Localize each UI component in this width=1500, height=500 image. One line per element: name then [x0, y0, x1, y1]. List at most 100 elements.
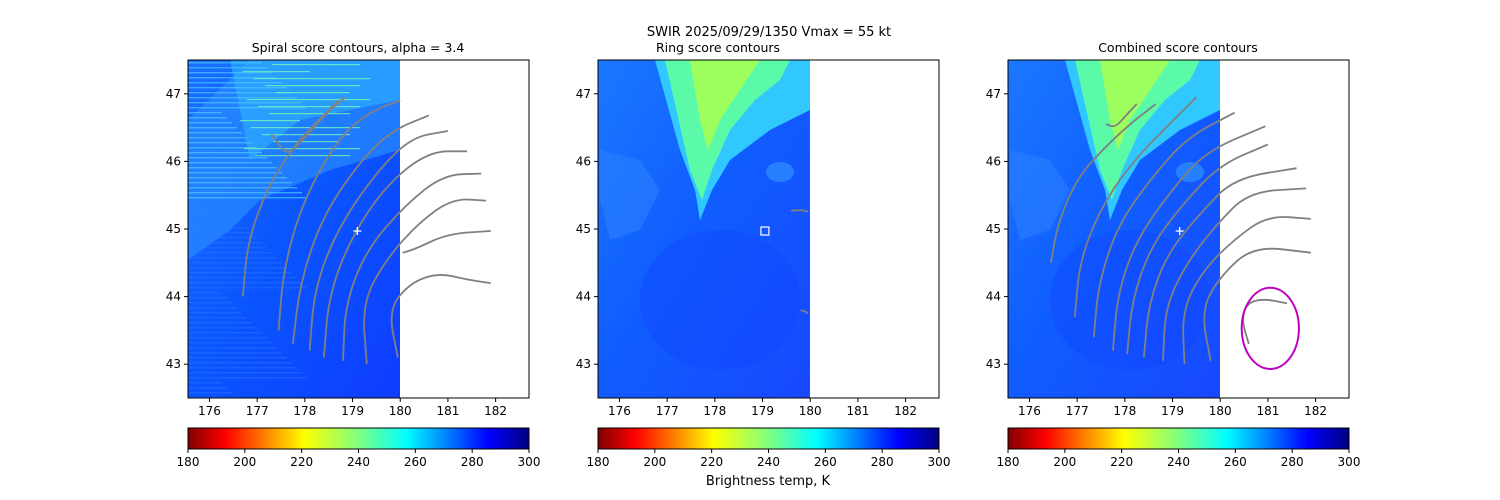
- scanline: [240, 120, 300, 122]
- scanline: [188, 97, 297, 99]
- scanline: [188, 307, 237, 309]
- y-tick-label: 45: [986, 222, 1001, 236]
- scanline: [188, 132, 242, 134]
- x-tick-label: 180: [389, 404, 412, 418]
- x-tick-label: 182: [1304, 404, 1327, 418]
- scanline: [188, 272, 292, 274]
- y-axis-ticks: 43 44 45 46 47: [166, 87, 188, 371]
- contour-line: [292, 114, 430, 345]
- scanline: [188, 242, 262, 244]
- colorbar-ticks: 180 200 220 240 260 280 300: [587, 449, 950, 469]
- colorbar-tick-label: 200: [1053, 455, 1076, 469]
- x-tick-label: 178: [703, 404, 726, 418]
- scanline: [273, 141, 340, 143]
- x-tick-label: 178: [1113, 404, 1136, 418]
- scanline: [188, 297, 227, 299]
- contour-line: [800, 309, 809, 315]
- scanline: [188, 222, 242, 224]
- contour-line: [1162, 187, 1307, 361]
- scanline: [188, 392, 232, 394]
- scanline-stripes: [188, 62, 370, 398]
- scanline: [188, 72, 272, 74]
- x-tick-label: 181: [436, 404, 459, 418]
- y-tick-label: 45: [576, 222, 591, 236]
- scanline: [188, 267, 287, 269]
- scanline: [265, 85, 360, 87]
- scanline: [188, 227, 247, 229]
- scanline: [262, 134, 350, 136]
- colorbar-tick-label: 180: [997, 455, 1020, 469]
- scanline: [188, 167, 277, 169]
- scanline: [188, 237, 257, 239]
- combined-contours: [1050, 96, 1311, 365]
- scanline: [188, 347, 277, 349]
- y-axis-ticks: 43 44 45 46 47: [986, 87, 1008, 371]
- contour-line: [342, 172, 482, 361]
- scanline: [188, 92, 292, 94]
- contour-line: [402, 230, 491, 254]
- colorbar-tick-label: 220: [1110, 455, 1133, 469]
- x-tick-label: 178: [293, 404, 316, 418]
- scanline: [188, 127, 237, 129]
- x-tick-label: 181: [1256, 404, 1279, 418]
- scanline: [188, 257, 277, 259]
- scanline: [188, 137, 247, 139]
- figure-suptitle: SWIR 2025/09/29/1350 Vmax = 55 kt: [647, 25, 891, 40]
- y-tick-label: 45: [166, 222, 181, 236]
- x-axis-ticks: 176 177 178 179 180 181 182: [198, 398, 507, 418]
- y-tick-label: 47: [576, 87, 591, 101]
- colorbar-tick-label: 240: [347, 455, 370, 469]
- y-tick-label: 44: [166, 290, 181, 304]
- contour-line: [1050, 103, 1157, 263]
- scanline: [188, 372, 302, 374]
- colorbar-label: Brightness temp, K: [706, 474, 831, 489]
- y-tick-label: 44: [576, 290, 591, 304]
- scanline: [188, 357, 287, 359]
- y-tick-label: 46: [986, 154, 1001, 168]
- scanline: [188, 337, 267, 339]
- scanline: [188, 377, 307, 379]
- colorbar-tick-label: 260: [404, 455, 427, 469]
- scanline: [244, 148, 360, 150]
- circle-ring: [1240, 286, 1300, 370]
- panel-title: Combined score contours: [1098, 40, 1258, 55]
- scanline: [251, 127, 360, 129]
- scanline: [188, 142, 252, 144]
- x-tick-label: 179: [751, 404, 774, 418]
- center-box: [760, 226, 770, 236]
- contour-line: [1203, 247, 1311, 361]
- scanline: [188, 162, 272, 164]
- colorbar-tick-label: 260: [814, 455, 837, 469]
- contour-line: [1105, 103, 1138, 128]
- candidate-circle: [1240, 286, 1300, 370]
- colorbar-tick-label: 200: [643, 455, 666, 469]
- contour-line: [1073, 96, 1198, 317]
- contour-line: [270, 96, 346, 153]
- colorbar-tick-label: 280: [461, 455, 484, 469]
- x-tick-label: 182: [894, 404, 917, 418]
- scanline: [188, 287, 307, 289]
- scanline: [188, 252, 272, 254]
- storm-center-marker: [1175, 227, 1184, 236]
- scanline: [258, 106, 360, 108]
- panel-combined-score: Combined score contours 176 177 178 179 180 1…: [986, 40, 1350, 418]
- contour-line: [277, 99, 401, 331]
- scanline: [188, 342, 272, 344]
- colorbar-tick-label: 280: [1281, 455, 1304, 469]
- contour-line: [1242, 298, 1288, 345]
- scanline: [254, 78, 370, 80]
- scanline: [188, 172, 282, 174]
- scanline: [188, 62, 262, 64]
- scanline: [188, 77, 277, 79]
- x-tick-label: 176: [198, 404, 221, 418]
- x-tick-label: 176: [1018, 404, 1041, 418]
- scanline: [188, 192, 302, 194]
- scanline: [276, 92, 350, 94]
- x-tick-label: 182: [484, 404, 507, 418]
- spiral-contours: [241, 96, 491, 365]
- scanline: [188, 207, 227, 209]
- scanline: [188, 322, 252, 324]
- scanline: [188, 367, 297, 369]
- scanline: [188, 82, 282, 84]
- scanline: [188, 117, 227, 119]
